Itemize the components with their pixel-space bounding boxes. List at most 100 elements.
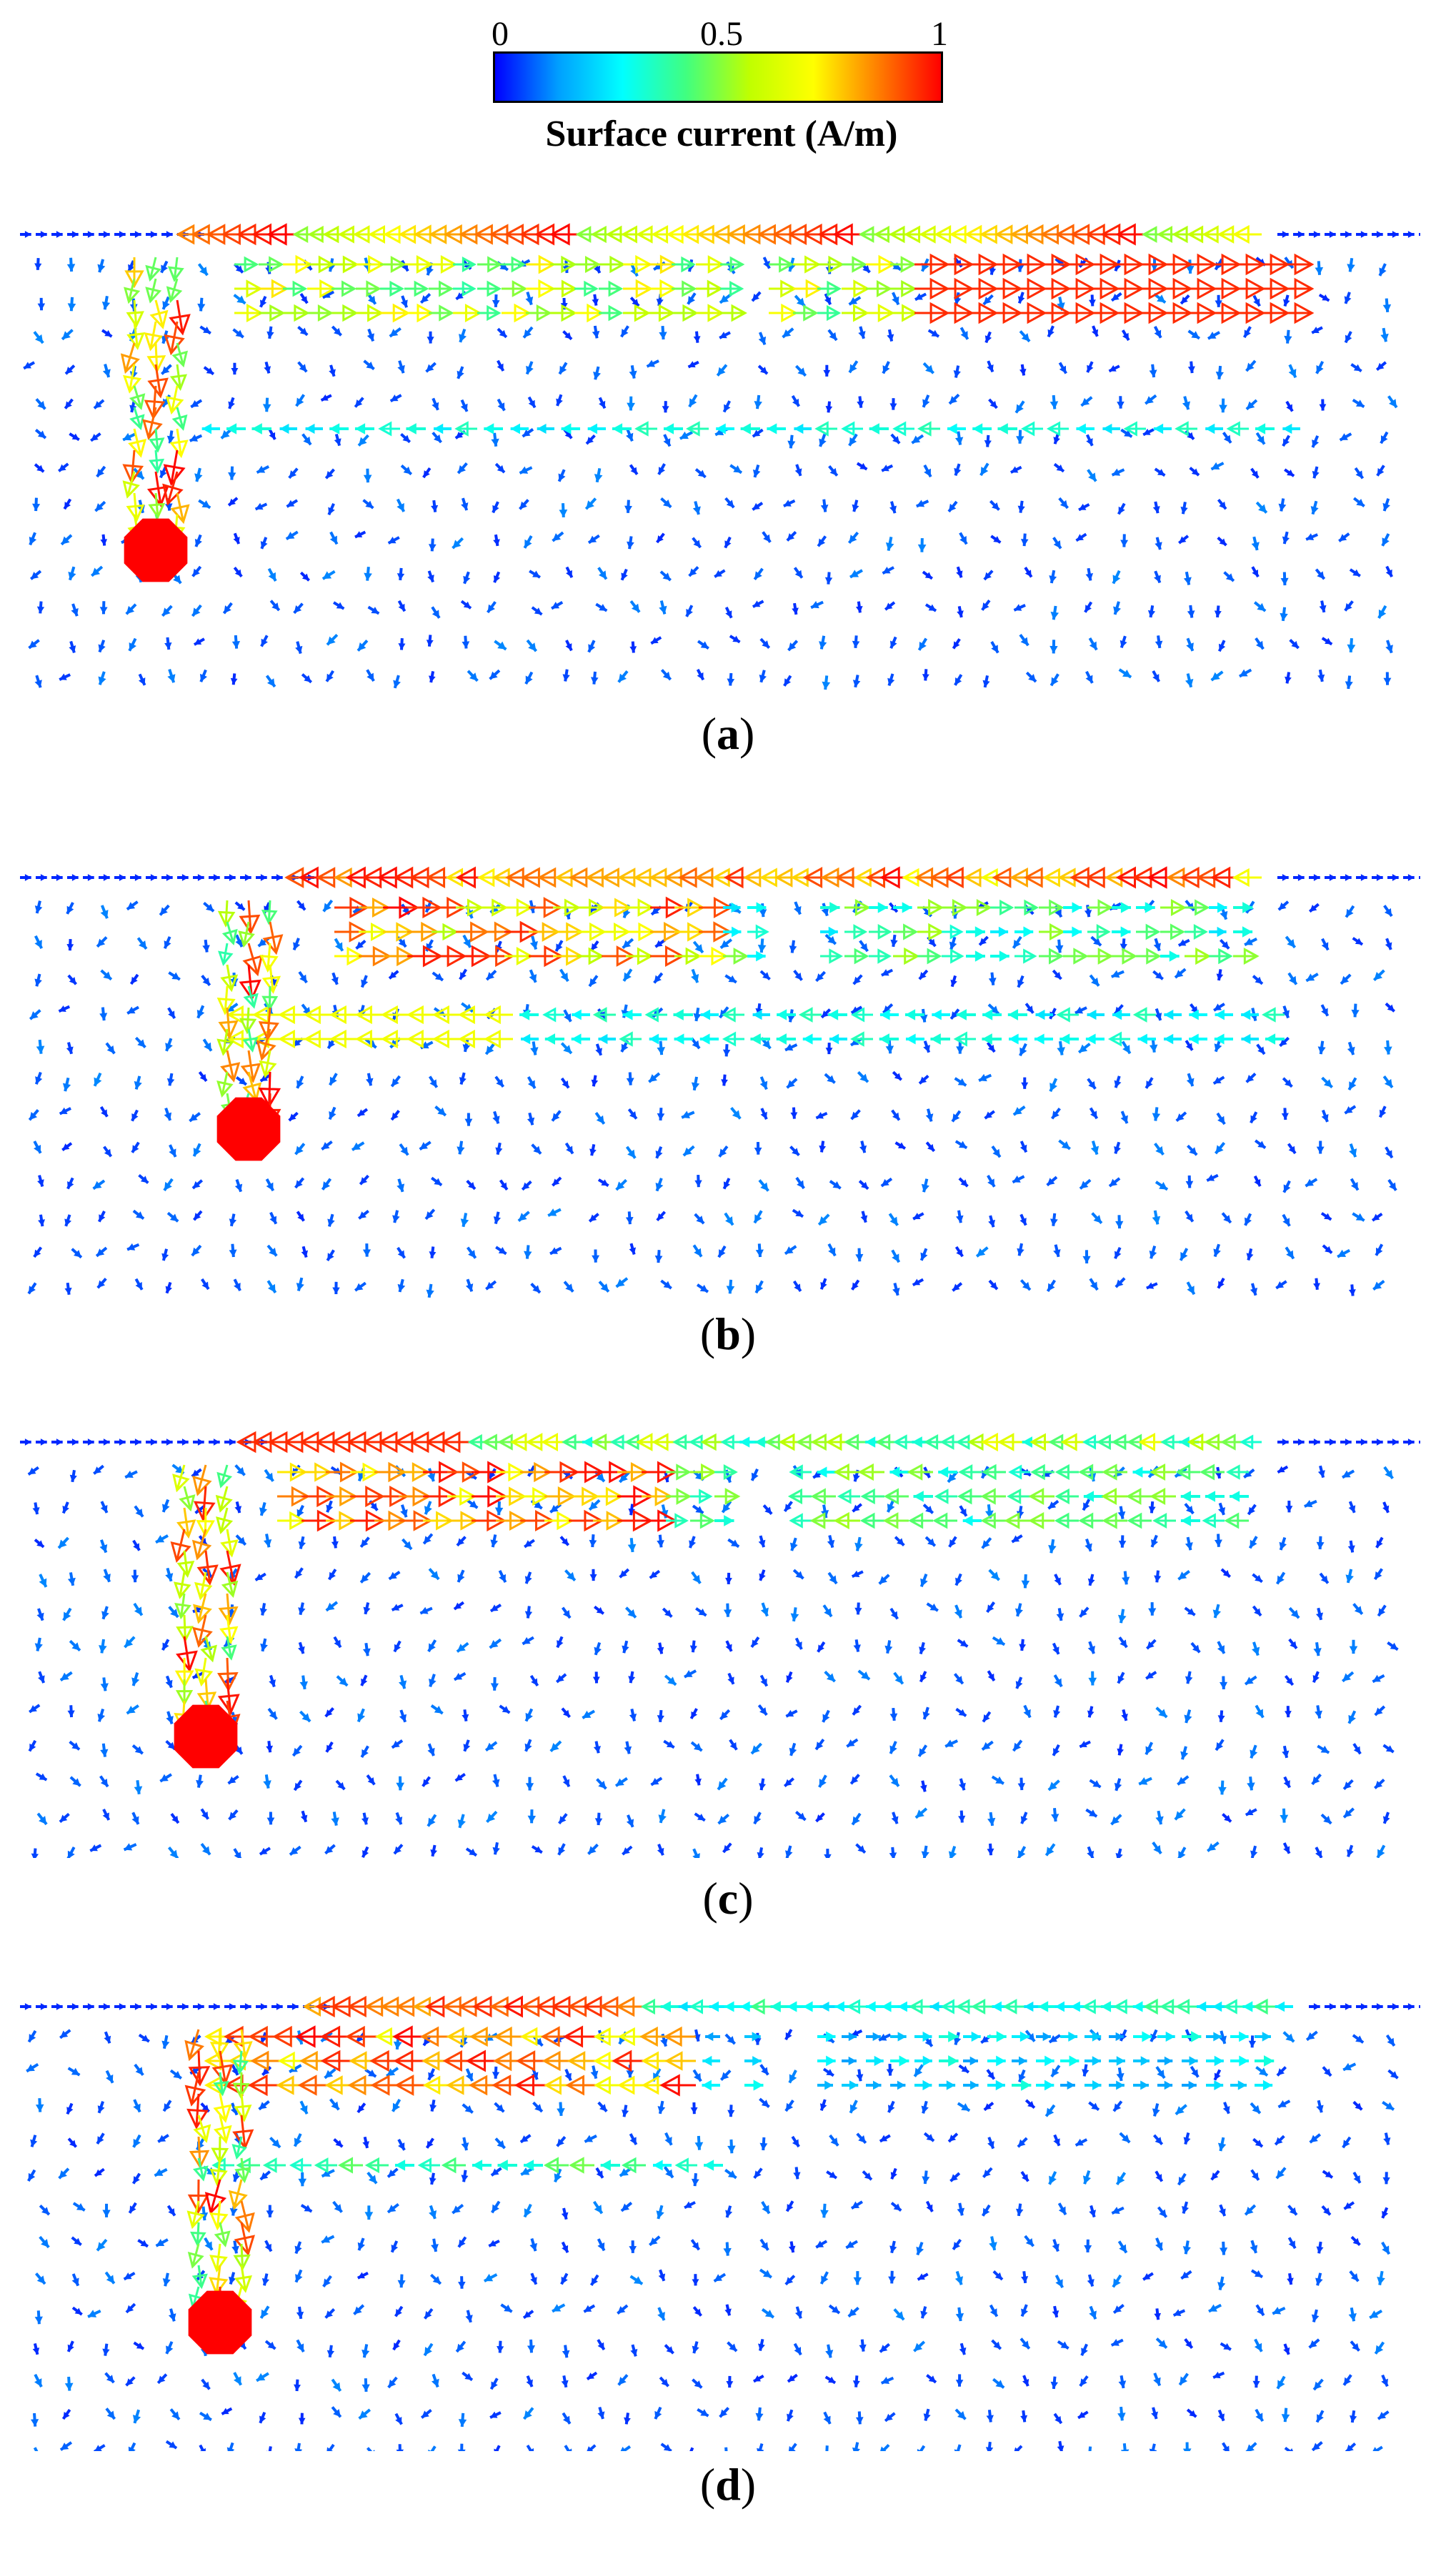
arm-arrow [429, 280, 454, 297]
field-arrow [584, 497, 597, 510]
edge-arrow [161, 874, 173, 881]
arm-arrow [1209, 926, 1227, 938]
field-arrow [1088, 2101, 1100, 2112]
field-arrow [1121, 329, 1130, 342]
field-arrow [459, 968, 468, 980]
arm-arrow [1054, 1464, 1079, 1481]
arm-arrow [930, 1033, 950, 1045]
field-arrow [1024, 2029, 1036, 2042]
field-arrow [296, 900, 306, 911]
field-arrow [849, 1774, 860, 1785]
field-arrow [1047, 1779, 1060, 1792]
caption-c: (c) [702, 1873, 754, 1924]
field-arrow [1155, 1008, 1162, 1021]
field-arrow [1011, 1534, 1023, 1544]
field-arrow [61, 1142, 73, 1151]
field-arrow [1350, 2410, 1357, 2423]
field-arrow [1112, 570, 1121, 585]
field-arrow [524, 1539, 535, 1549]
arm-arrow [355, 1029, 384, 1049]
field-arrow [1120, 428, 1133, 438]
arm-arrow [769, 256, 794, 273]
edge-arrow [130, 2003, 141, 2010]
field-arrow [810, 600, 824, 610]
field-arrow [1087, 1641, 1095, 1654]
field-arrow [1316, 1141, 1325, 1154]
field-arrow [1077, 2410, 1089, 2420]
arm-arrow [364, 2157, 389, 2174]
field-arrow [1177, 1847, 1187, 1858]
arm-arrow [842, 256, 867, 273]
field-arrow [563, 1009, 572, 1023]
field-arrow [160, 364, 172, 375]
field-arrow [1019, 1043, 1027, 1057]
field-arrow [859, 2339, 867, 2352]
field-arrow [1347, 1710, 1357, 1724]
field-arrow [891, 1109, 901, 1121]
edge-arrow [146, 874, 157, 881]
field-arrow [1152, 1210, 1161, 1225]
field-arrow [331, 972, 339, 985]
arm-arrow [380, 280, 404, 297]
arm-arrow [699, 946, 729, 966]
field-arrow [1082, 1499, 1091, 1511]
field-arrow [522, 1636, 534, 1646]
field-arrow [1108, 364, 1120, 373]
field-arrow [1155, 2237, 1164, 2251]
field-arrow [102, 364, 111, 378]
feed-line-arrow [169, 299, 191, 336]
field-arrow [988, 972, 997, 985]
field-arrow [228, 1809, 239, 1821]
field-arrow [461, 2137, 469, 2151]
field-arrow [1382, 1812, 1390, 1824]
field-arrow [853, 1639, 861, 1652]
field-arrow [1089, 1779, 1102, 1789]
field-arrow [955, 2307, 964, 2322]
field-arrow [326, 2345, 335, 2358]
field-arrow [1220, 1676, 1228, 1690]
field-arrow [923, 2132, 935, 2142]
field-arrow [1352, 937, 1364, 946]
field-arrow [878, 2033, 892, 2042]
field-arrow [655, 1178, 664, 1192]
feed-line-arrow [193, 1486, 216, 1522]
field-arrow [161, 1248, 169, 1261]
field-arrow [166, 1073, 175, 1086]
field-arrow [203, 902, 215, 913]
field-arrow [354, 397, 364, 408]
field-arrow [529, 969, 537, 983]
field-arrow [1149, 1246, 1157, 1259]
field-arrow [788, 2069, 797, 2084]
field-arrow [1047, 325, 1054, 338]
field-arrow [626, 428, 634, 442]
field-arrow [1145, 1671, 1157, 1680]
feed-line-arrow [216, 985, 236, 1015]
arm-arrow [484, 423, 503, 434]
field-arrow [657, 463, 666, 475]
field-arrow [491, 432, 499, 447]
field-arrow [97, 259, 106, 273]
field-arrow [565, 640, 573, 652]
field-arrow [783, 499, 796, 507]
arm-arrow [1012, 2031, 1030, 2042]
field-arrow [1351, 1003, 1360, 1018]
field-arrow [795, 1176, 805, 1190]
field-arrow [617, 670, 629, 683]
arm-arrow [663, 2026, 696, 2047]
field-arrow [36, 1812, 48, 1826]
field-arrow [1114, 1141, 1121, 1154]
arm-arrow [1160, 950, 1180, 962]
field-arrow [948, 1536, 957, 1548]
field-arrow [1246, 1248, 1254, 1261]
field-arrow [462, 2103, 474, 2115]
field-arrow [362, 1243, 372, 1257]
field-arrow [492, 2066, 500, 2079]
arm-arrow [1004, 1512, 1030, 1529]
field-arrow [462, 934, 472, 948]
field-arrow [1152, 2134, 1164, 2145]
arm-arrow [550, 304, 577, 322]
arm-arrow [456, 898, 484, 917]
arm-arrow [1282, 423, 1300, 434]
field-arrow [983, 570, 994, 581]
field-arrow [911, 434, 924, 444]
